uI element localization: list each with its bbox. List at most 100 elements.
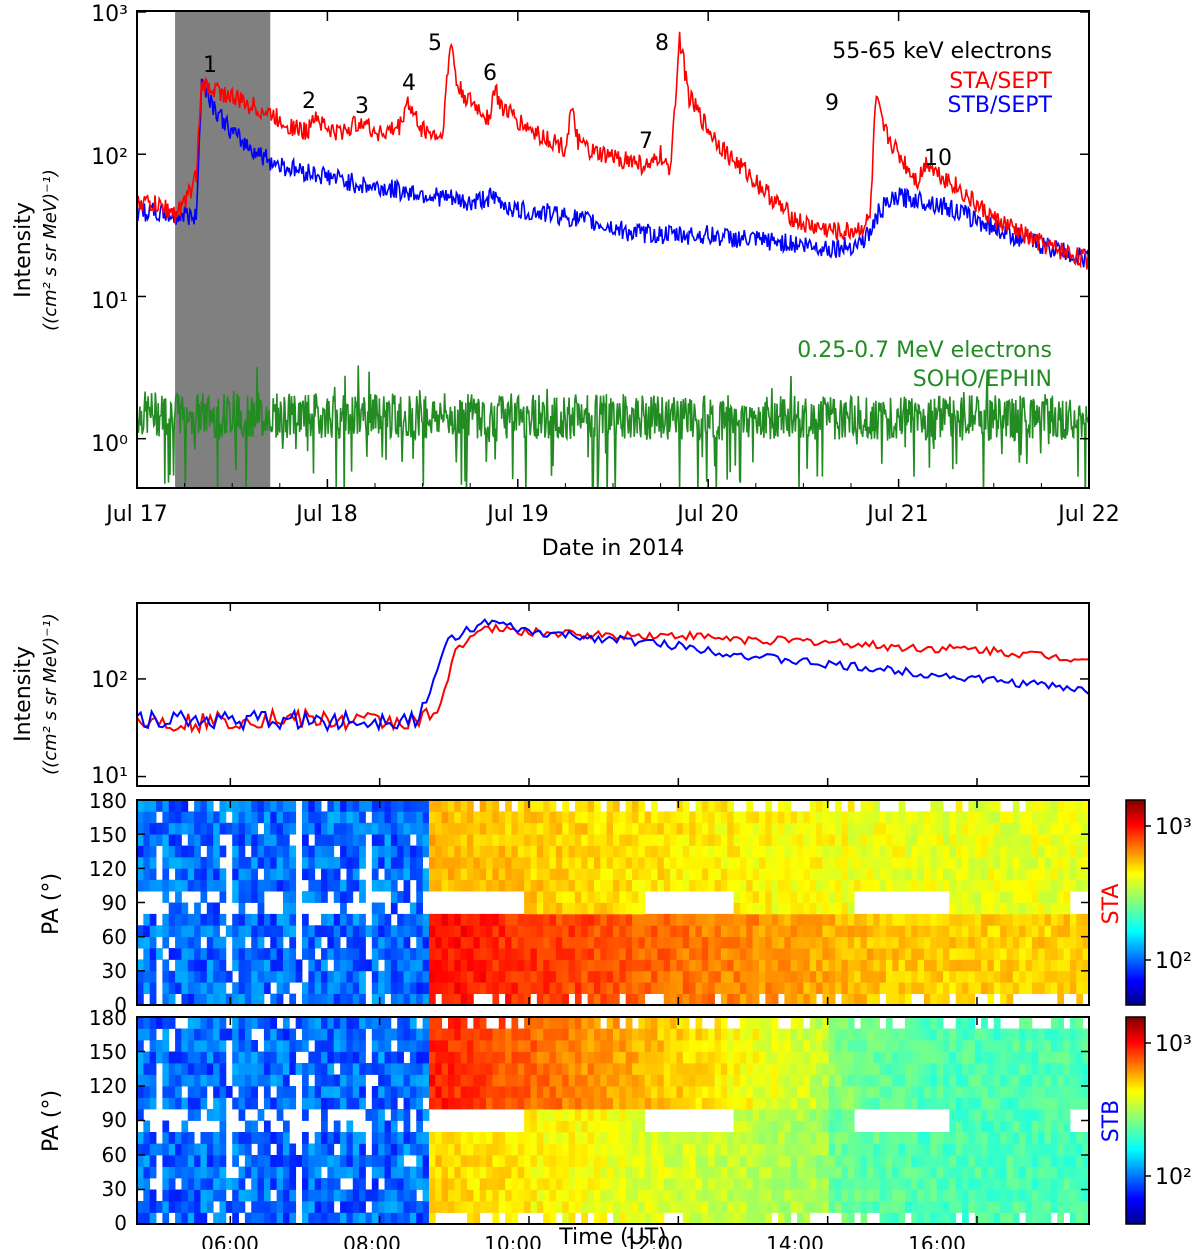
heatmap-cell [866, 1155, 874, 1167]
heatmap-cell [904, 925, 912, 938]
heatmap-cell [549, 1132, 557, 1144]
heatmap-cell [682, 970, 690, 983]
heatmap-cell [492, 948, 500, 960]
heatmap-cell [847, 1086, 855, 1098]
heatmap-cell [428, 970, 436, 983]
heatmap-cell [549, 1074, 557, 1087]
heatmap-cell [143, 822, 151, 835]
heatmap-cell [333, 856, 341, 869]
heatmap-cell [447, 925, 455, 938]
heatmap-cell [1031, 1028, 1039, 1041]
heatmap-cell [327, 879, 335, 892]
heatmap-cell [816, 1143, 823, 1156]
heatmap-cell [302, 1017, 309, 1029]
bottom-xtick-label: 10:00 [484, 1232, 542, 1249]
heatmap-cell [562, 1028, 569, 1041]
heatmap-cell [943, 993, 950, 1006]
heatmap-cell [149, 1051, 157, 1064]
heatmap-cell [187, 1051, 195, 1064]
heatmap-cell [270, 1212, 278, 1225]
heatmap-cell [460, 1178, 468, 1190]
heatmap-cell [847, 1097, 855, 1110]
heatmap-cell [797, 959, 804, 972]
heatmap-cell [511, 925, 519, 938]
heatmap-cell [701, 1063, 709, 1075]
heatmap-cell [816, 948, 823, 960]
heatmap-cell [536, 868, 544, 881]
heatmap-cell [879, 936, 887, 949]
heatmap-cell [816, 1051, 823, 1064]
heatmap-cell [638, 891, 646, 903]
heatmap-cell [968, 822, 976, 835]
heatmap-cell [797, 925, 804, 938]
event-label: 1 [203, 53, 217, 78]
heatmap-cell [695, 1143, 703, 1156]
heatmap-cell [625, 822, 633, 835]
heatmap-cell [765, 925, 773, 938]
heatmap-cell [828, 1097, 836, 1110]
heatmap-cell [790, 1189, 798, 1202]
heatmap-cell [549, 822, 557, 835]
heatmap-cell [765, 1063, 773, 1075]
heatmap-cell [797, 993, 804, 1006]
heatmap-cell [282, 891, 290, 903]
heatmap-cell [993, 970, 1001, 983]
heatmap-cell [606, 1051, 614, 1064]
heatmap-cell [619, 1051, 627, 1064]
heatmap-cell [321, 1017, 328, 1029]
heatmap-cell [841, 1063, 849, 1075]
heatmap-cell [1044, 1109, 1052, 1121]
heatmap-cell [435, 970, 443, 983]
heatmap-cell [162, 845, 170, 858]
heatmap-cell [689, 1189, 696, 1202]
heatmap-cell [651, 1063, 658, 1075]
heatmap-cell [1044, 948, 1052, 960]
heatmap-cell [822, 1109, 830, 1121]
heatmap-cell [860, 925, 868, 938]
heatmap-cell [632, 959, 639, 972]
heatmap-cell [200, 879, 208, 892]
heatmap-cell [314, 1155, 322, 1167]
heatmap-cell [530, 1155, 538, 1167]
heatmap-cell [1038, 1028, 1045, 1041]
heatmap-cell [156, 834, 163, 846]
heatmap-cell [238, 811, 246, 824]
heatmap-cell [574, 902, 582, 915]
heatmap-cell [194, 1063, 201, 1075]
event-label: 6 [483, 61, 497, 86]
heatmap-cell [974, 959, 982, 972]
heatmap-cell [708, 982, 715, 995]
heatmap-cell [968, 879, 976, 892]
heatmap-cell [822, 1189, 830, 1202]
heatmap-cell [822, 1201, 830, 1213]
heatmap-cell [841, 913, 849, 926]
heatmap-cell [625, 1097, 633, 1110]
heatmap-cell [974, 1109, 982, 1121]
heatmap-cell [663, 834, 671, 846]
heatmap-cell [613, 1040, 620, 1052]
heatmap-cell [803, 902, 811, 915]
heatmap-cell [530, 1201, 538, 1213]
heatmap-cell [835, 959, 842, 972]
heatmap-cell [206, 1017, 214, 1029]
heatmap-cell [378, 936, 385, 949]
heatmap-cell [321, 913, 328, 926]
heatmap-cell [638, 868, 646, 881]
heatmap-cell [162, 1132, 170, 1144]
heatmap-cell [587, 948, 595, 960]
heatmap-cell [758, 902, 766, 915]
heatmap-cell [657, 1189, 665, 1202]
heatmap-cell [232, 948, 239, 960]
heatmap-cell [790, 891, 798, 903]
heatmap-cell [733, 1028, 741, 1041]
heatmap-cell [536, 902, 544, 915]
heatmap-cell [765, 959, 773, 972]
heatmap-cell [803, 913, 811, 926]
heatmap-cell [321, 811, 328, 824]
heatmap-cell [181, 1074, 189, 1087]
heatmap-cell [473, 822, 481, 835]
heatmap-cell [917, 1189, 925, 1202]
heatmap-cell [511, 1063, 519, 1075]
heatmap-cell [562, 1063, 569, 1075]
heatmap-cell [473, 1166, 481, 1179]
